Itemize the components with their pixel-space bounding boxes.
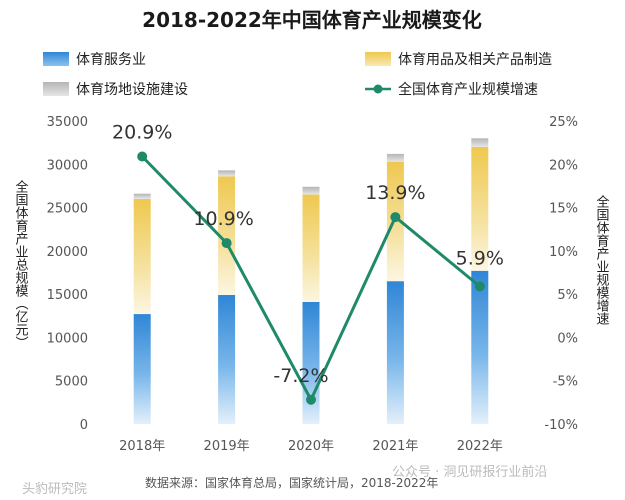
legend: 体育服务业 体育用品及相关产品制造 体育场地设施建设 全国体育产业规模增速 [43, 52, 552, 98]
growth-data-label: 10.9% [193, 208, 253, 230]
growth-data-label: 5.9% [456, 247, 504, 269]
legend-swatch-facility [43, 82, 69, 96]
growth-data-label: 13.9% [365, 182, 425, 204]
bar-service [133, 314, 151, 424]
chart-title: 2018-2022年中国体育产业规模变化 [142, 8, 482, 32]
y-tick-label: 5000 [55, 375, 88, 390]
bar-facility [218, 170, 236, 177]
bar-facility [471, 138, 489, 147]
growth-data-label: -7.2% [273, 365, 328, 387]
legend-label-facility: 体育场地设施建设 [76, 82, 188, 98]
y2-tick-label: -5% [553, 375, 578, 390]
x-tick-label: 2022年 [457, 439, 503, 454]
bar-service [471, 270, 489, 424]
x-tick-label: 2018年 [119, 439, 165, 454]
y2-tick-label: 25% [549, 115, 578, 130]
x-tick-label: 2021年 [372, 439, 418, 454]
y-tick-label: 35000 [47, 115, 88, 130]
growth-point [390, 212, 401, 223]
legend-label-manufacturing: 体育用品及相关产品制造 [398, 52, 552, 68]
y2-tick-label: 20% [549, 158, 578, 173]
bar-manufacturing [133, 198, 151, 315]
growth-point [137, 151, 148, 162]
bar-facility [386, 153, 404, 162]
growth-point [474, 281, 485, 292]
bar-service [386, 281, 404, 424]
y-tick-label: 15000 [47, 288, 88, 303]
legend-swatch-manufacturing [365, 52, 391, 66]
bar-facility [133, 193, 151, 199]
legend-label-growth: 全国体育产业规模增速 [398, 81, 538, 98]
x-tick-label: 2019年 [204, 439, 250, 454]
y-axis-title: 全国体育产业总规模（亿元） [13, 179, 29, 349]
growth-data-label: 20.9% [112, 121, 172, 143]
bar-service [218, 295, 236, 424]
y2-tick-label: 15% [549, 202, 578, 217]
source-note: 数据来源：国家体育总局，国家统计局，2018-2022年 [145, 475, 438, 490]
y2-axis-title: 全国体育产业规模增速 [594, 194, 610, 325]
plot-area: 0 5000 10000 15000 20000 25000 30000 35000 -10% -… [47, 115, 578, 454]
y2-tick-label: 0% [557, 331, 578, 346]
bar-manufacturing [218, 176, 236, 296]
y-tick-label: 10000 [47, 331, 88, 346]
y-tick-label: 30000 [47, 158, 88, 173]
x-tick-label: 2020年 [288, 439, 334, 454]
y-tick-label: 0 [80, 418, 88, 433]
legend-marker-growth [373, 84, 383, 94]
legend-label-service: 体育服务业 [76, 52, 146, 68]
watermark-right: 公众号 · 洞见研报行业前沿 [392, 464, 547, 480]
legend-swatch-service [43, 52, 69, 66]
growth-point [306, 394, 316, 405]
bar-facility [302, 186, 320, 195]
y-tick-label: 25000 [47, 202, 88, 217]
y2-tick-label: -10% [544, 418, 578, 433]
bar-manufacturing [302, 194, 320, 302]
bar-manufacturing [471, 146, 489, 271]
watermark-left: 头豹研究院 [22, 482, 87, 497]
y2-tick-label: 10% [549, 245, 578, 260]
y2-tick-label: 5% [557, 288, 578, 303]
bar-service [302, 301, 320, 424]
growth-point [221, 238, 232, 249]
y-tick-label: 20000 [47, 245, 88, 260]
